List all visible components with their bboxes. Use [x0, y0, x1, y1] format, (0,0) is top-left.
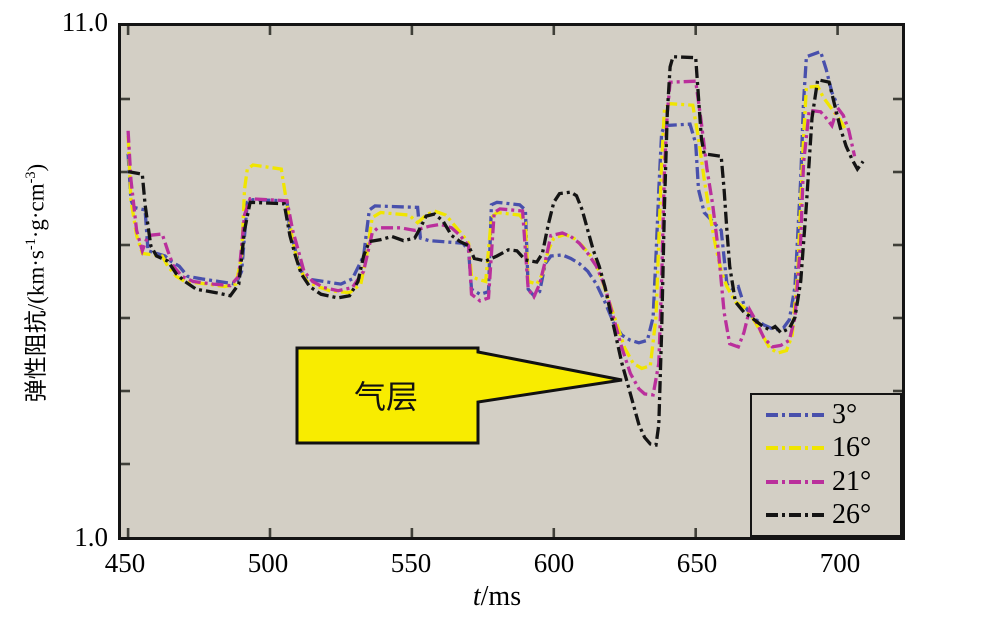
legend: 3° 16° 21° 26° [750, 393, 902, 537]
legend-label: 3° [832, 398, 858, 430]
y-tick-label-bottom: 1.0 [74, 522, 108, 552]
legend-item-21deg: 21° [764, 466, 900, 498]
legend-line-sample-icon [766, 513, 828, 518]
legend-label: 26° [832, 499, 872, 531]
x-axis-title: t/ms [437, 581, 557, 613]
x-tick-label-700: 700 [819, 548, 861, 578]
legend-line-sample-icon [766, 479, 828, 484]
x-tick-label-450: 450 [104, 548, 146, 578]
x-tick-label-600: 600 [533, 548, 575, 578]
plot-area: 气层 3° 16° 21° [118, 23, 905, 540]
legend-item-26deg: 26° [764, 499, 900, 531]
curves-canvas [121, 26, 902, 537]
legend-item-3deg: 3° [764, 399, 900, 431]
series-line-3deg [126, 49, 840, 345]
x-tick-label-500: 500 [247, 548, 289, 578]
series-line-16deg [126, 84, 848, 371]
y-axis-title: 弹性阻抗/(km·s-1·g·cm-3) [15, 23, 49, 543]
legend-label: 21° [832, 465, 872, 497]
y-axis-title-superscript-1: -1 [23, 238, 39, 251]
x-tick-label-550: 550 [390, 548, 432, 578]
callout-balloon-shape [295, 346, 623, 445]
x-axis-title-symbol: t [472, 581, 481, 612]
x-axis-title-unit: /ms [480, 581, 522, 612]
gas-layer-callout: 气层 [295, 346, 623, 445]
legend-label: 16° [832, 432, 872, 464]
legend-line-sample-icon [766, 412, 828, 417]
legend-item-16deg: 16° [764, 432, 900, 464]
y-axis-title-suffix: ) [23, 163, 49, 172]
y-axis-title-mid: ·g·cm [23, 183, 49, 239]
legend-line-sample-icon [766, 446, 828, 451]
y-axis-title-prefix: 弹性阻抗/(km·s [23, 250, 49, 403]
callout-label: 气层 [354, 379, 418, 415]
series-line-21deg [126, 79, 857, 397]
x-tick-label-650: 650 [676, 548, 718, 578]
series-line-26deg [127, 54, 865, 447]
y-axis-title-superscript-2: -3 [23, 171, 39, 184]
y-tick-label-top: 11.0 [61, 7, 108, 37]
